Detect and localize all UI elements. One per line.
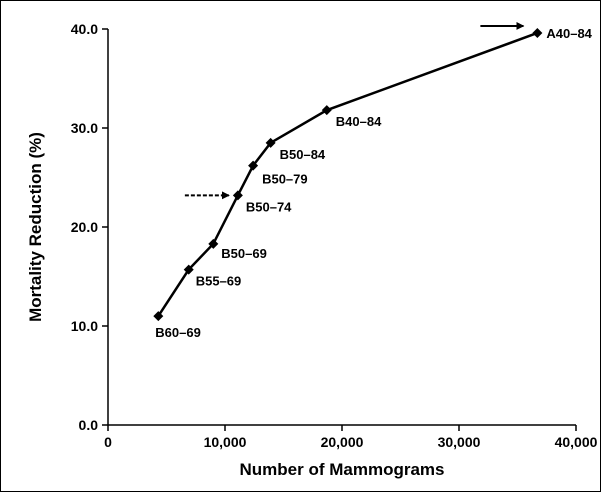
y-tick-label: 30.0 <box>71 120 98 136</box>
point-label: B50–69 <box>221 246 267 261</box>
y-axis-ticks: 0.0 10.0 20.0 30.0 40.0 <box>71 21 108 433</box>
data-point-marker <box>248 160 259 171</box>
data-point-marker <box>265 137 276 148</box>
data-markers <box>153 27 543 322</box>
y-axis-title: Mortality Reduction (%) <box>26 132 45 322</box>
data-point-marker <box>532 27 543 38</box>
point-label: B50–74 <box>246 199 292 214</box>
point-label: A40–84 <box>546 26 592 41</box>
series-line <box>157 31 538 317</box>
y-tick-label: 40.0 <box>71 21 98 37</box>
point-label: B50–84 <box>280 147 326 162</box>
x-axis-title: Number of Mammograms <box>240 460 445 479</box>
point-label: B40–84 <box>336 114 382 129</box>
point-label: B60–69 <box>155 325 201 340</box>
data-point-marker <box>183 264 194 275</box>
y-tick-label: 0.0 <box>79 417 99 433</box>
data-point-marker <box>153 311 164 322</box>
x-tick-label: 10,000 <box>204 434 247 450</box>
y-tick-label: 20.0 <box>71 219 98 235</box>
data-point-marker <box>208 238 219 249</box>
point-label: B50–79 <box>262 172 308 187</box>
y-tick-label: 10.0 <box>71 318 98 334</box>
x-axis-ticks: 0 10,000 20,000 30,000 40,000 <box>104 425 598 450</box>
x-tick-label: 40,000 <box>555 434 598 450</box>
x-tick-label: 0 <box>104 434 112 450</box>
x-tick-label: 20,000 <box>321 434 364 450</box>
point-labels: B60–69 B55–69 B50–69 B50–74 B50–79 B50–84 B40–… <box>155 26 592 340</box>
point-label: B55–69 <box>196 274 242 289</box>
data-point-marker <box>232 190 243 201</box>
x-tick-label: 30,000 <box>438 434 481 450</box>
data-point-marker <box>321 105 332 116</box>
